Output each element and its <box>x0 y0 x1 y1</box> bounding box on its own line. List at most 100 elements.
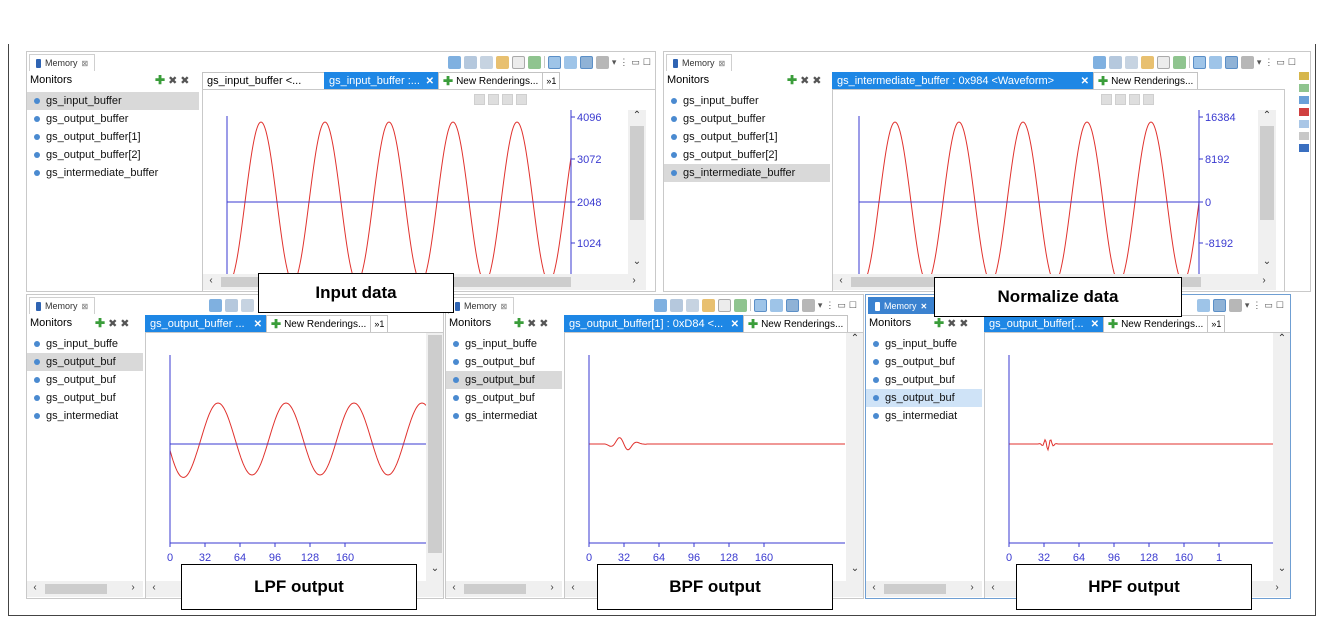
hex-format-icon[interactable] <box>463 55 477 69</box>
more-icon[interactable]: ⋮ <box>619 56 629 67</box>
add-monitor-icon[interactable]: ✚ <box>514 316 525 330</box>
hex-format-icon[interactable] <box>669 298 683 312</box>
scroll-down-icon[interactable]: ⌄ <box>430 563 440 574</box>
link-icon[interactable] <box>701 298 715 312</box>
scroll-up-icon[interactable]: ⌃ <box>632 110 642 121</box>
remove-monitor-icon[interactable]: ✖ <box>168 74 178 87</box>
monitor-item[interactable]: gs_output_buf <box>27 371 143 389</box>
add-monitor-icon[interactable]: ✚ <box>155 73 166 87</box>
maximize-icon[interactable]: ☐ <box>1287 56 1296 67</box>
new-renderings-tab[interactable]: ✚ New Renderings... <box>1093 72 1199 89</box>
remove-all-monitors-icon[interactable]: ✖ <box>812 74 822 87</box>
scroll-left-icon[interactable]: ‹ <box>152 582 156 593</box>
rendering-tab-active[interactable]: gs_output_buffer[... ✕ <box>984 315 1104 332</box>
view-menu-icon[interactable] <box>1240 55 1254 69</box>
link-icon[interactable] <box>1140 55 1154 69</box>
more-tabs-button[interactable]: »1 <box>542 72 561 89</box>
reset-icon[interactable] <box>516 94 527 105</box>
new-rendering-icon[interactable] <box>447 55 461 69</box>
monitor-item[interactable]: gs_output_buf <box>446 371 562 389</box>
vertical-scrollbar[interactable]: ⌃ ⌄ <box>846 333 863 581</box>
rendering-tab[interactable]: gs_input_buffer <... <box>202 72 325 89</box>
scroll-right-icon[interactable]: › <box>632 275 636 286</box>
scroll-left-icon[interactable]: ‹ <box>33 582 37 593</box>
vertical-scrollbar[interactable]: ⌃ ⌄ <box>1273 333 1290 581</box>
close-view-icon[interactable]: ⊠ <box>81 58 89 68</box>
monitor-item[interactable]: gs_output_buffer[2] <box>664 146 830 164</box>
import-icon[interactable] <box>1172 55 1186 69</box>
new-rendering-icon[interactable] <box>209 298 222 312</box>
import-icon[interactable] <box>733 298 747 312</box>
side-tool-icon[interactable] <box>1299 84 1309 92</box>
layout-icon[interactable] <box>1212 298 1226 312</box>
more-icon[interactable]: ⋮ <box>1252 299 1262 310</box>
remove-monitor-icon[interactable]: ✖ <box>527 317 537 330</box>
import-icon[interactable] <box>527 55 541 69</box>
memory-view-tab[interactable]: Memory ⊠ <box>29 297 96 314</box>
more-tabs-button[interactable]: »1 <box>370 315 389 332</box>
reset-icon[interactable] <box>1143 94 1154 105</box>
clear-icon[interactable] <box>717 298 731 312</box>
minimize-icon[interactable]: ▭ <box>1264 299 1273 310</box>
remove-monitor-icon[interactable]: ✖ <box>108 317 118 330</box>
play-icon[interactable] <box>474 94 485 105</box>
monitor-item[interactable]: gs_output_buffer <box>27 110 199 128</box>
remove-all-monitors-icon[interactable]: ✖ <box>539 317 549 330</box>
hex-format-icon[interactable] <box>1108 55 1122 69</box>
more-icon[interactable]: ⋮ <box>825 299 835 310</box>
scroll-right-icon[interactable]: › <box>1262 275 1266 286</box>
scroll-thumb[interactable] <box>45 584 107 594</box>
monitor-list-scrollbar[interactable]: ‹ › <box>446 581 562 597</box>
close-tab-icon[interactable]: ✕ <box>253 318 262 330</box>
layout-icon[interactable] <box>579 55 593 69</box>
hex-format-icon[interactable] <box>225 298 238 312</box>
scroll-right-icon[interactable]: › <box>1275 582 1279 593</box>
monitor-list-scrollbar[interactable]: ‹ › <box>866 581 982 597</box>
scroll-down-icon[interactable]: ⌄ <box>1262 256 1272 267</box>
monitor-item[interactable]: gs_intermediat <box>866 407 982 425</box>
layout-icon[interactable] <box>1224 55 1238 69</box>
monitor-item[interactable]: gs_output_buffer <box>664 110 830 128</box>
view-menu-icon[interactable] <box>801 298 815 312</box>
rendering-tab-active[interactable]: gs_output_buffer ... ✕ <box>145 315 267 332</box>
side-tool-icon[interactable] <box>1299 96 1309 104</box>
close-view-icon[interactable]: ⊠ <box>718 58 726 68</box>
binary-format-icon[interactable] <box>685 298 699 312</box>
side-tool-icon[interactable] <box>1299 108 1309 116</box>
monitor-item[interactable]: gs_output_buf <box>866 371 982 389</box>
add-monitor-icon[interactable]: ✚ <box>787 73 798 87</box>
chevron-down-icon[interactable]: ▾ <box>817 299 823 310</box>
binary-format-icon[interactable] <box>1124 55 1138 69</box>
layout-icon[interactable] <box>785 298 799 312</box>
rendering-tab-active[interactable]: gs_intermediate_buffer : 0x984 <Waveform… <box>832 72 1094 89</box>
remove-all-monitors-icon[interactable]: ✖ <box>959 317 969 330</box>
scroll-left-icon[interactable]: ‹ <box>872 582 876 593</box>
scroll-left-icon[interactable]: ‹ <box>839 275 843 286</box>
remove-monitor-icon[interactable]: ✖ <box>947 317 957 330</box>
minimize-icon[interactable]: ▭ <box>837 299 846 310</box>
scroll-thumb[interactable] <box>464 584 526 594</box>
side-tool-icon[interactable] <box>1299 132 1309 140</box>
minimize-icon[interactable]: ▭ <box>1276 56 1285 67</box>
view-menu-icon[interactable] <box>595 55 609 69</box>
pin-icon[interactable] <box>1208 55 1222 69</box>
memory-view-tab[interactable]: Memory ⊠ <box>29 54 96 71</box>
scroll-up-icon[interactable]: ⌃ <box>850 333 860 344</box>
stop-icon[interactable] <box>502 94 513 105</box>
play-icon[interactable] <box>1101 94 1112 105</box>
pause-icon[interactable] <box>1115 94 1126 105</box>
side-tool-icon[interactable] <box>1299 120 1309 128</box>
binary-format-icon[interactable] <box>241 298 254 312</box>
monitor-item[interactable]: gs_intermediat <box>27 407 143 425</box>
new-renderings-tab[interactable]: ✚ New Renderings... <box>438 72 544 89</box>
clear-icon[interactable] <box>1156 55 1170 69</box>
vertical-scrollbar[interactable]: ⌃ ⌄ <box>628 110 646 274</box>
new-renderings-tab[interactable]: ✚ New Renderings... <box>1103 315 1209 332</box>
scroll-thumb[interactable] <box>428 335 442 553</box>
memory-view-tab[interactable]: Memory ⊠ <box>666 54 733 71</box>
rendering-tab-active[interactable]: gs_input_buffer :... ✕ <box>324 72 439 89</box>
monitor-item[interactable]: gs_output_buf <box>446 389 562 407</box>
pin-icon[interactable] <box>769 298 783 312</box>
rendering-tab-active[interactable]: gs_output_buffer[1] : 0xD84 <... ✕ <box>564 315 744 332</box>
scroll-thumb[interactable] <box>884 584 946 594</box>
